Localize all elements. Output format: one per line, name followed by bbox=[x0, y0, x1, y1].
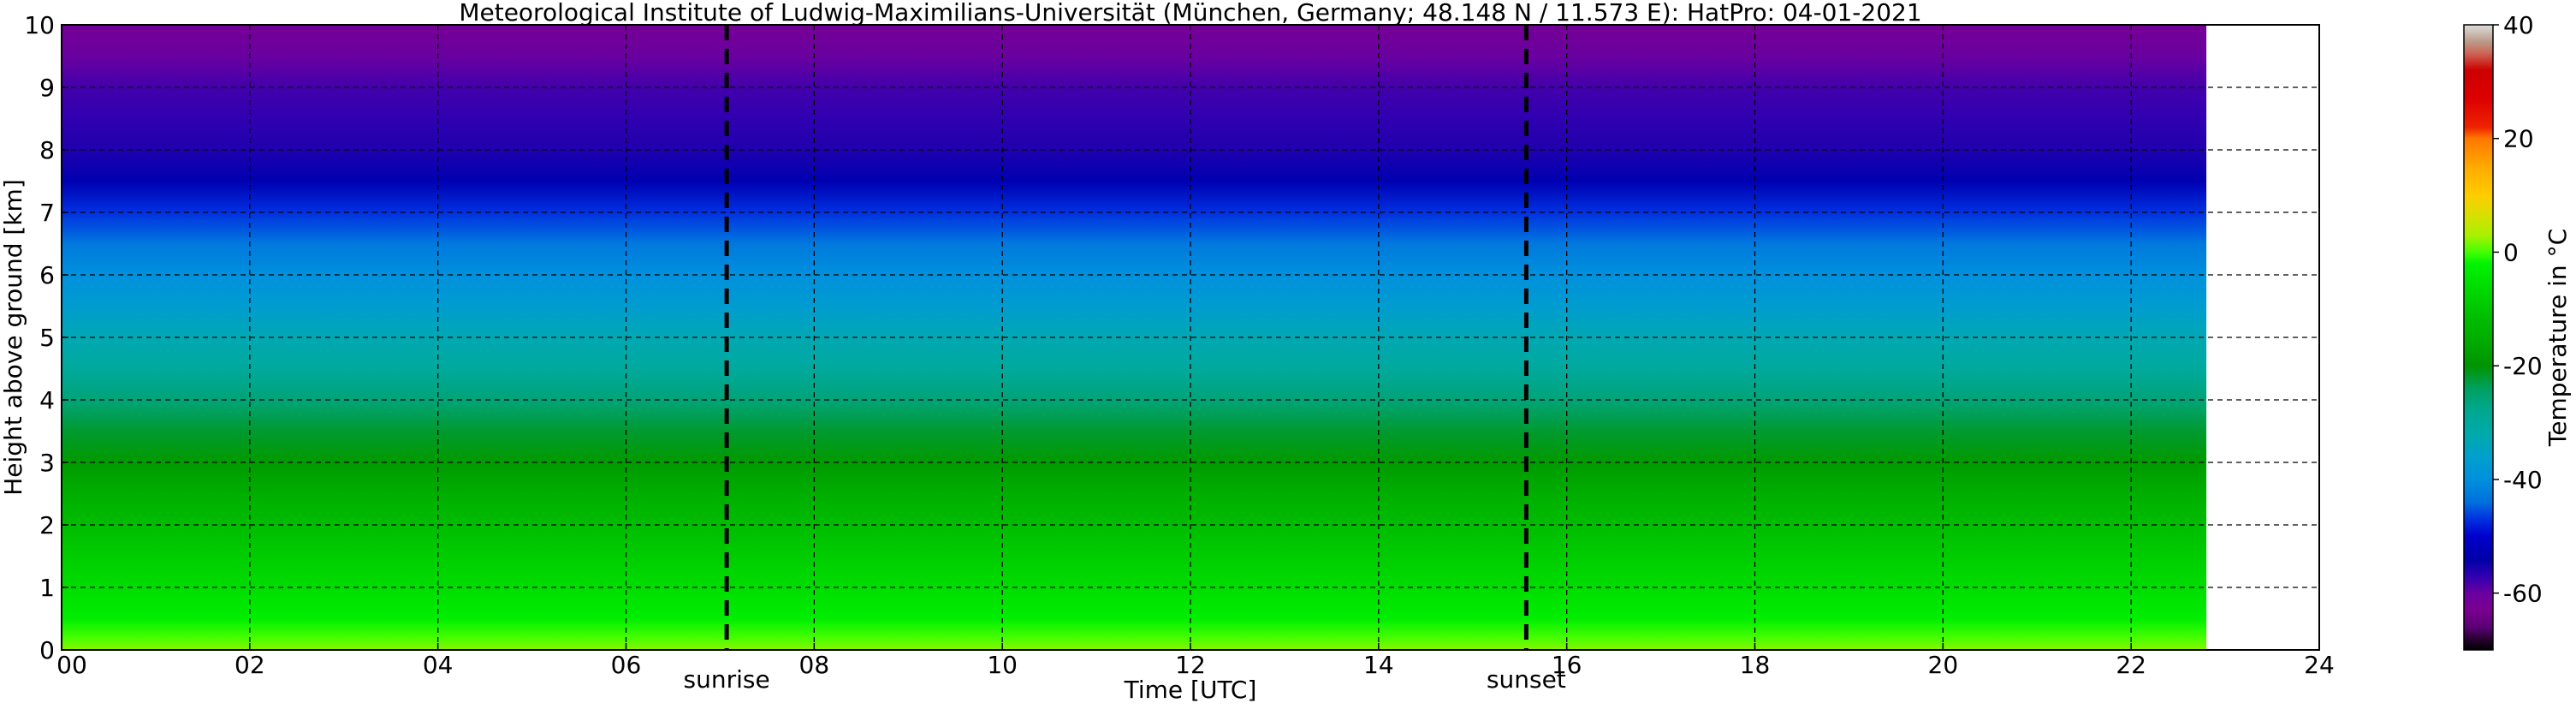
y-tick-label: 5 bbox=[39, 324, 55, 352]
x-tick-label: 06 bbox=[611, 651, 642, 679]
heatmap-field bbox=[62, 25, 2207, 650]
colorbar-label: Temperature in °C bbox=[2543, 229, 2572, 447]
marker-label-sunset: sunset bbox=[1487, 665, 1566, 694]
colorbar: -60 -40 -20 0 20 40 Temperature in °C bbox=[2463, 11, 2572, 651]
colorbar-fill bbox=[2464, 25, 2493, 650]
y-tick-label: 4 bbox=[39, 386, 55, 414]
x-tick-label: 24 bbox=[2304, 651, 2335, 679]
colorbar-frame bbox=[2463, 24, 2494, 651]
marker-labels: sunrise sunset bbox=[684, 665, 1566, 694]
colorbar-tick-label: 20 bbox=[2503, 125, 2534, 153]
missing-data-region bbox=[2208, 25, 2319, 650]
x-tick-label: 18 bbox=[1740, 651, 1771, 679]
x-axis-label: Time [UTC] bbox=[1124, 676, 1257, 704]
x-tick-label: 08 bbox=[799, 651, 830, 679]
y-tick-label: 9 bbox=[39, 74, 55, 102]
colorbar-tick-label: 40 bbox=[2503, 11, 2534, 39]
y-axis-label: Height above ground [km] bbox=[0, 179, 27, 496]
x-tick-label: 22 bbox=[2116, 651, 2146, 679]
y-tick-label: 1 bbox=[39, 574, 55, 602]
y-ticks: 0 1 2 3 4 5 6 7 8 9 10 bbox=[24, 11, 68, 664]
plot-area bbox=[61, 24, 2320, 651]
x-tick-label: 14 bbox=[1363, 651, 1394, 679]
y-tick-label: 6 bbox=[39, 261, 55, 289]
colorbar-tick-label: -40 bbox=[2503, 466, 2543, 494]
marker-label-sunrise: sunrise bbox=[684, 665, 770, 694]
x-tick-label: 04 bbox=[423, 651, 454, 679]
x-ticks: 00 02 04 06 08 10 12 14 16 18 20 22 24 bbox=[56, 643, 2335, 679]
chart-title: Meteorological Institute of Ludwig-Maxim… bbox=[459, 0, 1921, 27]
y-tick-label: 10 bbox=[24, 11, 55, 39]
y-tick-label: 8 bbox=[39, 136, 55, 164]
x-tick-label: 20 bbox=[1928, 651, 1959, 679]
y-tick-label: 2 bbox=[39, 511, 55, 539]
x-tick-label: 12 bbox=[1175, 651, 1206, 679]
y-tick-label: 7 bbox=[39, 199, 55, 227]
x-tick-label: 16 bbox=[1552, 651, 1582, 679]
marker-lines bbox=[724, 25, 1528, 650]
colorbar-tick-label: -60 bbox=[2503, 580, 2543, 608]
colorbar-tick-label: 0 bbox=[2503, 238, 2519, 266]
grid-lines bbox=[62, 25, 2319, 650]
y-tick-label: 3 bbox=[39, 449, 55, 477]
x-tick-label: 10 bbox=[987, 651, 1018, 679]
colorbar-ticks: -60 -40 -20 0 20 40 bbox=[2493, 11, 2543, 608]
x-tick-label: 00 bbox=[56, 651, 87, 679]
x-tick-label: 02 bbox=[234, 651, 265, 679]
colorbar-tick-label: -20 bbox=[2503, 352, 2543, 380]
y-tick-label: 0 bbox=[39, 636, 55, 664]
